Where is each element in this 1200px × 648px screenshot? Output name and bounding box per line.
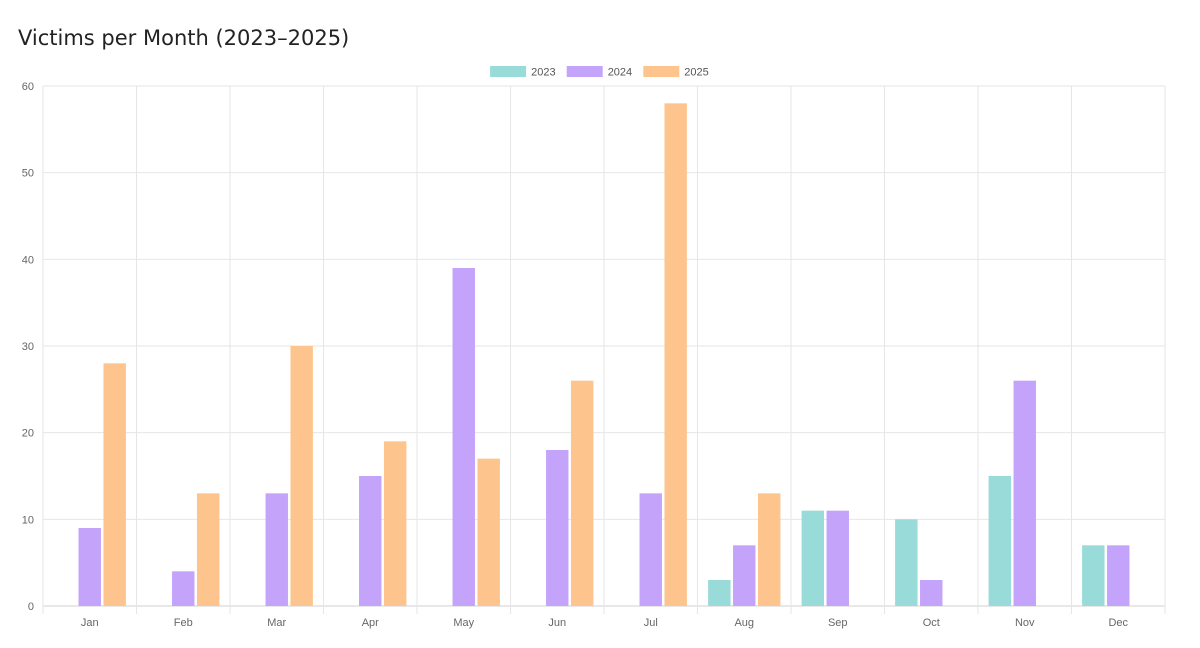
y-tick-label: 40: [22, 254, 34, 266]
bar-2024-dec[interactable]: 2024 Dec: 7: [1107, 545, 1130, 606]
x-tick-label: Mar: [267, 617, 286, 629]
bar-2025-may[interactable]: 2025 May: 17: [477, 458, 500, 606]
bar-2025-jul[interactable]: 2025 Jul: 58: [664, 103, 687, 606]
legend-label-2023[interactable]: 2023: [531, 67, 555, 79]
y-tick-label: 0: [28, 601, 34, 613]
bar-2025-jun[interactable]: 2025 Jun: 26: [570, 380, 594, 606]
bar-2024-sep[interactable]: 2024 Sep: 11: [826, 510, 849, 606]
bar-2024-oct[interactable]: 2024 Oct: 3: [920, 580, 943, 606]
bar-2024-feb[interactable]: 2024 Feb: 4: [172, 571, 195, 606]
bar-2025-mar[interactable]: 2025 Mar: 30: [290, 346, 313, 606]
x-tick-label: Oct: [923, 617, 940, 629]
x-tick-label: Jun: [548, 617, 566, 629]
bar-2023-nov[interactable]: 2023 Nov: 15: [988, 476, 1012, 606]
bar-2023-oct[interactable]: 2023 Oct: 10: [895, 519, 918, 606]
x-tick-label: Apr: [362, 617, 379, 629]
bar-2023-aug[interactable]: 2023 Aug: 3: [708, 580, 731, 606]
y-tick-label: 50: [22, 168, 34, 180]
legend-label-2024[interactable]: 2024: [608, 67, 632, 79]
x-tick-label: Jul: [644, 617, 658, 629]
bar-2025-feb[interactable]: 2025 Feb: 13: [196, 493, 220, 606]
bar-2024-mar[interactable]: 2024 Mar: 13: [265, 493, 288, 606]
bar-2025-apr[interactable]: 2025 Apr: 19: [383, 441, 407, 606]
bar-2024-apr[interactable]: 2024 Apr: 15: [359, 476, 382, 606]
y-tick-label: 60: [22, 81, 34, 93]
bar-2024-nov[interactable]: 2024 Nov: 26: [1013, 380, 1036, 606]
x-tick-label: Aug: [734, 617, 754, 629]
x-tick-label: Feb: [174, 617, 193, 629]
bar-2024-aug[interactable]: 2024 Aug: 7: [733, 545, 756, 606]
bar-2023-dec[interactable]: 2023 Dec: 7: [1082, 545, 1105, 606]
bar-2024-jan[interactable]: 2024 Jan: 9: [78, 528, 101, 606]
x-tick-label: Dec: [1108, 617, 1128, 629]
axis-layer: 0 10 20 30 40 50 60 Jan Feb Mar Apr May Jun Jul Aug Sep…: [22, 81, 1129, 629]
y-tick-label: 20: [22, 428, 34, 440]
x-tick-label: Sep: [828, 617, 848, 629]
bar-2023-sep[interactable]: 2023 Sep: 11: [801, 510, 825, 606]
legend[interactable]: 2023 2024 2025: [490, 66, 709, 79]
y-tick-label: 10: [22, 514, 34, 526]
bar-2025-aug[interactable]: 2025 Aug: 13: [757, 493, 781, 606]
bars-layer: 2023 Aug: 3 2023 Sep: 11 2023 Oct: 10 2023 …: [78, 103, 1130, 606]
x-tick-label: Nov: [1015, 617, 1035, 629]
y-tick-label: 30: [22, 341, 34, 353]
bar-2024-may[interactable]: 2024 May: 39: [452, 268, 475, 606]
legend-swatch-2023[interactable]: [490, 66, 527, 77]
legend-swatch-2025[interactable]: [643, 66, 680, 77]
x-tick-label: Jan: [81, 617, 99, 629]
bar-2024-jun[interactable]: 2024 Jun: 18: [546, 450, 569, 606]
legend-swatch-2024[interactable]: [566, 66, 603, 77]
x-tick-label: May: [453, 617, 474, 629]
legend-label-2025[interactable]: 2025: [684, 67, 708, 79]
bar-2024-jul[interactable]: 2024 Jul: 13: [639, 493, 662, 606]
bar-2025-jan[interactable]: 2025 Jan: 28: [103, 363, 126, 606]
grid-layer: [42, 85, 1166, 614]
chart-title: Victims per Month (2023–2025): [18, 26, 350, 50]
